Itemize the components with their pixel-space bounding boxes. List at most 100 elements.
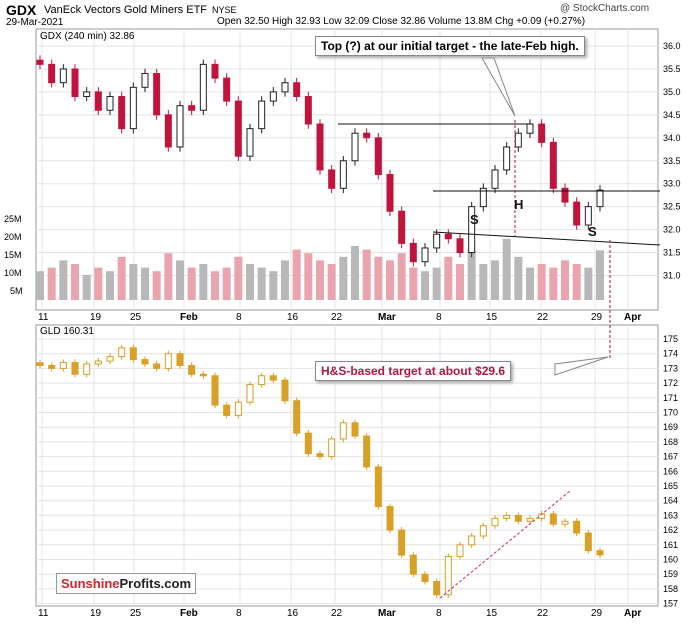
left-shoulder-label: S [470,212,479,227]
gdx-y-tick: 32.0 [663,225,681,235]
volume-bar [47,267,56,300]
gld-candle [48,364,56,369]
gld-y-tick: 165 [663,481,678,491]
volume-bar [164,253,173,300]
volume-bar [71,264,79,300]
gld-candle [223,404,231,416]
right-shoulder-label: S [588,224,597,239]
volume-bar [117,256,126,300]
volume-bar [409,267,418,300]
gdx-candle [351,132,359,162]
gdx-candle [106,95,114,111]
gld-x-tick: Mar [378,608,396,619]
gdx-candle [246,128,254,157]
gdx-x-tick: 25 [130,312,142,323]
watermark-part2: Profits.com [119,576,192,591]
gld-candle [456,544,464,558]
volume-bar [362,249,371,300]
gld-candle [141,359,149,365]
vol-tick-5m: 5M [10,286,23,296]
gld-y-tick: 160 [663,555,678,565]
vol-tick-20m: 20M [4,232,22,242]
gdx-candle [409,242,417,263]
gdx-candle [176,105,184,148]
gld-x-tick: 8 [236,608,242,619]
gdx-candle [526,123,534,134]
gld-candle [269,375,277,381]
gld-candle [176,353,184,366]
volume-bar [351,246,359,300]
volume-bar [59,260,68,300]
gld-candle [293,400,301,434]
vol-tick-25m: 25M [4,214,22,224]
gld-x-tick: 11 [38,608,49,619]
gdx-candle [491,169,499,189]
gdx-x-tick: Apr [624,312,641,323]
volume-bar [246,264,254,300]
gld-candle [526,517,534,522]
gld-candle [444,556,452,596]
gdx-candle [444,233,452,240]
gld-candle [433,581,441,596]
gld-candle [339,422,347,440]
volume-bar [514,256,523,300]
head-label: H [514,197,523,212]
volume-bar [374,256,383,300]
gld-y-tick: 175 [663,334,678,344]
volume-bar [526,267,534,300]
gld-candle [258,375,266,386]
gdx-y-tick: 35.0 [663,87,681,97]
gld-candle [94,360,102,365]
gdx-candle [59,68,67,84]
gld-y-tick: 167 [663,452,678,462]
gdx-y-tick: 31.5 [663,248,681,258]
volume-bar [432,267,441,300]
volume-bar [304,253,313,300]
gld-candle [328,438,336,458]
gdx-candle [538,123,546,143]
gld-y-tick: 169 [663,422,678,432]
gdx-y-tick: 35.5 [663,64,681,74]
gld-x-tick: 22 [331,608,343,619]
gdx-y-tick: 32.5 [663,202,681,212]
gld-candle [421,573,429,583]
gld-candle [36,362,44,366]
gdx-candle [374,137,382,176]
gdx-candle [503,146,511,171]
gdx-candle [316,123,324,171]
gld-y-tick: 158 [663,584,678,594]
volume-bar [82,274,91,300]
gdx-candle [514,132,522,148]
volume-bar [316,260,324,300]
vol-tick-15m: 15M [4,250,22,260]
gdx-candle [164,114,172,148]
gld-candle [71,362,79,375]
gld-candle [83,363,91,375]
volume-bar [456,264,464,300]
gdx-candle [188,105,196,111]
gdx-candle [36,59,44,65]
gdx-y-tick: 31.0 [663,271,681,281]
gdx-candle [468,206,476,254]
volume-bar [36,271,44,300]
gdx-y-tick: 34.0 [663,133,681,143]
volume-bar [152,271,161,300]
gdx-x-tick: 19 [90,312,102,323]
gld-y-tick: 168 [663,437,678,447]
gdx-candle [304,95,312,125]
gdx-candle [456,238,464,254]
gdx-candle [211,63,219,79]
volume-bar [537,264,546,300]
gld-y-tick: 157 [663,599,678,609]
volume-bar [572,264,581,300]
volume-bar [386,260,394,300]
gdx-candle [339,160,347,189]
gld-x-tick: Feb [180,608,198,619]
volume-bar [222,267,231,300]
gld-candle [573,520,581,534]
hs-callout-pointer [554,356,609,376]
gld-candle [468,535,476,546]
volume-bar [129,264,138,300]
gdx-candle [293,82,301,97]
volume-bar [234,256,243,300]
